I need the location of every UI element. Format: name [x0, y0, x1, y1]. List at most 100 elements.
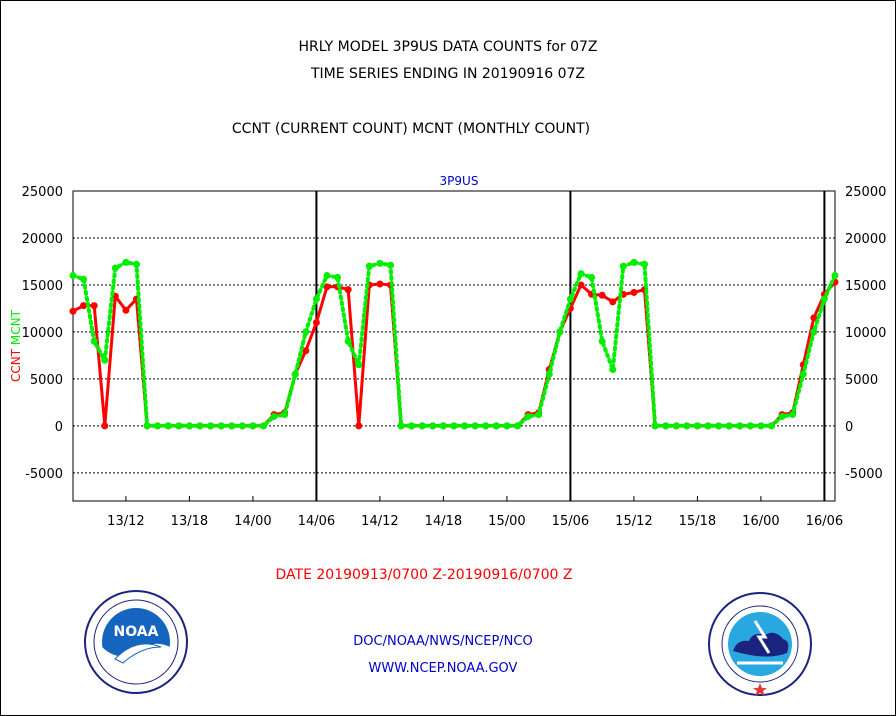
y-tick-label-left: 25000	[22, 185, 63, 200]
data-point-mcnt	[418, 422, 426, 430]
data-point-mcnt	[725, 422, 733, 430]
org-path: DOC/NOAA/NWS/NCEP/NCO	[353, 634, 533, 649]
data-point-mcnt	[217, 422, 225, 430]
data-point-mcnt	[80, 275, 88, 283]
data-point-mcnt	[651, 422, 659, 430]
data-point-mcnt	[619, 262, 627, 270]
line-chart: 25000 25000 20000 20000 15000 15000 10000 10000…	[9, 174, 886, 529]
data-point-mcnt	[387, 261, 394, 269]
plot-title: 3P9US	[440, 174, 479, 188]
data-point-mcnt	[810, 328, 818, 336]
data-point-mcnt	[355, 361, 363, 369]
y-tick-label-right: 20000	[845, 232, 886, 247]
data-point-ccnt	[101, 422, 109, 430]
data-point-mcnt	[450, 422, 458, 430]
data-point-mcnt	[111, 264, 119, 272]
y-tick-label-left: 5000	[30, 373, 63, 388]
data-point-mcnt	[503, 422, 511, 430]
data-point-mcnt	[789, 411, 797, 419]
data-point-mcnt	[154, 422, 162, 430]
data-point-mcnt	[365, 262, 373, 270]
y-tick-label-left: -5000	[25, 467, 63, 482]
website-link[interactable]: WWW.NCEP.NOAA.GOV	[368, 661, 518, 676]
data-point-mcnt	[577, 270, 585, 278]
data-point-mcnt	[778, 412, 786, 420]
data-point-ccnt	[810, 314, 818, 322]
data-point-mcnt	[312, 295, 320, 303]
data-point-mcnt	[831, 272, 839, 280]
data-point-mcnt	[228, 422, 236, 430]
data-point-ccnt	[302, 347, 310, 355]
data-point-ccnt	[355, 422, 363, 430]
data-point-mcnt	[693, 422, 701, 430]
data-point-mcnt	[799, 370, 807, 378]
day-markers	[315, 191, 826, 501]
data-point-mcnt	[609, 365, 617, 373]
data-point-mcnt	[291, 370, 299, 378]
x-tick-label: 13/18	[171, 514, 208, 529]
data-point-ccnt	[122, 306, 130, 314]
data-point-mcnt	[281, 411, 289, 419]
data-point-mcnt	[683, 422, 691, 430]
data-point-mcnt	[334, 273, 342, 281]
data-point-mcnt	[704, 422, 712, 430]
x-tick-label: 14/18	[425, 514, 462, 529]
data-point-ccnt	[598, 291, 606, 299]
noaa-logo-icon: NOAA	[84, 590, 188, 694]
series	[69, 258, 839, 430]
legend-note: CCNT (CURRENT COUNT) MCNT (MONTHLY COUNT…	[231, 121, 591, 137]
data-point-mcnt	[535, 411, 543, 419]
data-point-mcnt	[249, 422, 257, 430]
data-point-ccnt	[344, 286, 352, 294]
date-range: DATE 20190913/0700 Z-20190916/0700 Z	[275, 567, 573, 583]
data-point-mcnt	[746, 422, 754, 430]
data-point-mcnt	[492, 422, 500, 430]
data-point-ccnt	[323, 283, 331, 291]
y-tick-label-left: 15000	[22, 279, 63, 294]
y-tick-label-right: 10000	[845, 326, 886, 341]
data-point-mcnt	[122, 258, 130, 266]
y-axis-label: CCNT MCNT	[9, 309, 23, 382]
data-point-mcnt	[757, 422, 765, 430]
data-point-mcnt	[630, 258, 638, 266]
series-line-ccnt	[72, 281, 837, 428]
data-point-ccnt	[80, 302, 88, 310]
x-tick-label: 14/12	[361, 514, 398, 529]
data-point-mcnt	[482, 422, 490, 430]
data-point-mcnt	[101, 356, 109, 364]
data-point-mcnt	[397, 422, 405, 430]
x-tick-label: 16/00	[742, 514, 779, 529]
x-tick-label: 15/18	[679, 514, 716, 529]
x-tick-label: 14/06	[298, 514, 335, 529]
data-point-mcnt	[90, 337, 98, 345]
y-tick-label-right: 5000	[845, 373, 878, 388]
data-point-mcnt	[461, 422, 469, 430]
x-tick-label: 15/00	[488, 514, 525, 529]
data-point-mcnt	[143, 422, 151, 430]
data-point-mcnt	[672, 422, 680, 430]
data-point-mcnt	[185, 422, 193, 430]
y-tick-label-right: 15000	[845, 279, 886, 294]
data-point-mcnt	[514, 422, 521, 430]
data-point-mcnt	[175, 422, 183, 430]
data-point-ccnt	[90, 302, 98, 310]
chart-title-line2: TIME SERIES ENDING IN 20190916 07Z	[311, 66, 585, 82]
data-point-mcnt	[323, 272, 331, 280]
data-point-mcnt	[344, 337, 352, 345]
data-point-mcnt	[238, 422, 246, 430]
data-point-mcnt	[133, 260, 140, 268]
y-tick-label-left: 10000	[22, 326, 63, 341]
data-point-mcnt	[302, 328, 310, 336]
data-point-mcnt	[566, 295, 574, 303]
x-tick-label: 16/06	[806, 514, 843, 529]
y-tick-label-left: 0	[55, 420, 63, 435]
data-point-mcnt	[260, 422, 267, 430]
data-point-mcnt	[196, 422, 204, 430]
data-point-mcnt	[270, 412, 278, 420]
data-point-mcnt	[768, 422, 775, 430]
axis-labels: 25000 25000 20000 20000 15000 15000 10000 10000…	[9, 174, 886, 529]
data-point-mcnt	[556, 328, 564, 336]
data-point-mcnt	[662, 422, 670, 430]
x-tick-label: 15/06	[552, 514, 589, 529]
